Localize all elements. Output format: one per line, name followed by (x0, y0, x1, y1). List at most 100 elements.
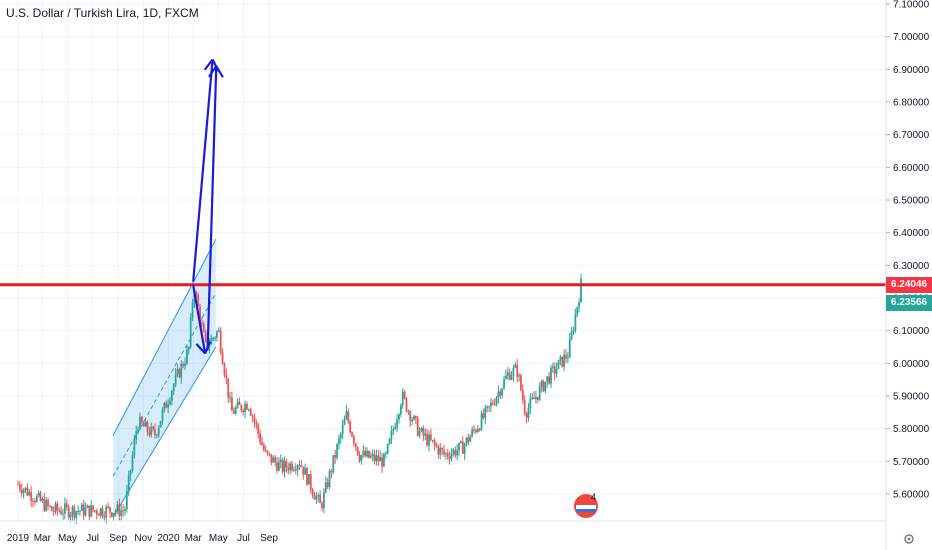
y-tick-label: 5.90000 (893, 392, 930, 403)
flag-badge-icon[interactable]: 4 (574, 492, 598, 518)
candle-body (246, 403, 248, 410)
candle-body (309, 474, 312, 490)
candle-body (319, 494, 322, 504)
candle-body (503, 378, 505, 389)
candle-body (334, 455, 337, 458)
candle-body (180, 363, 183, 378)
candle-body (499, 391, 502, 396)
candle-body (167, 404, 170, 408)
candle-body (493, 404, 496, 406)
arrow-head (208, 65, 218, 78)
candle-body (287, 467, 290, 471)
candle-body (362, 450, 365, 456)
x-tick-label: Sep (260, 533, 278, 544)
candle-body (161, 410, 164, 422)
drawings[interactable] (0, 58, 886, 355)
candle-body (109, 507, 111, 513)
candle-body (35, 496, 38, 502)
candle-body (105, 506, 108, 518)
candle-body (216, 331, 218, 338)
candle-body (94, 510, 96, 512)
candle-body (50, 506, 53, 511)
candle-body (576, 307, 579, 315)
candle-body (199, 306, 201, 324)
candle-body (414, 416, 417, 419)
settings-icon[interactable] (901, 532, 917, 546)
x-tick-label: Nov (134, 533, 152, 544)
candle-body (270, 454, 273, 463)
candle-body (548, 376, 550, 384)
candle-body (324, 482, 327, 493)
candle-body (125, 490, 128, 510)
candle-body (95, 510, 98, 515)
candle-body (332, 455, 335, 473)
candle-body (127, 474, 130, 491)
candle-body (71, 506, 74, 515)
candle-body (129, 470, 132, 475)
arrow-head (215, 65, 224, 78)
candle-body (114, 511, 117, 514)
candle-body (45, 500, 48, 511)
chart-title: U.S. Dollar / Turkish Lira, 1D, FXCM (6, 6, 199, 20)
y-tick-label: 5.70000 (893, 457, 930, 468)
candle-body (514, 364, 517, 368)
candle-body (435, 444, 438, 447)
candlesticks (17, 273, 582, 525)
price-axis[interactable]: 5.60000 5.70000 5.80000 5.90000 6.00000 6.100… (886, 0, 930, 501)
candle-body (409, 411, 412, 421)
candle-body (249, 409, 252, 416)
candle-body (306, 467, 308, 485)
candle-body (339, 434, 342, 439)
candle-body (448, 456, 451, 459)
candle-body (65, 503, 68, 507)
candle-body (407, 411, 410, 413)
candle-body (336, 444, 338, 458)
candle-body (208, 344, 211, 349)
candle-body (439, 447, 442, 455)
candle-body (103, 516, 106, 518)
candle-body (212, 337, 215, 339)
trend-arrow (206, 66, 218, 351)
candle-body (398, 414, 400, 420)
candle-body (580, 278, 582, 303)
candle-body (488, 406, 490, 408)
candle-body (317, 494, 320, 497)
candle-body (399, 405, 402, 415)
candle-body (80, 504, 83, 511)
candle-body (191, 302, 194, 318)
candle-body (244, 403, 246, 412)
trend-arrow (192, 59, 214, 282)
y-tick-label: 7.00000 (893, 32, 930, 43)
candle-body (240, 404, 243, 411)
candle-body (202, 323, 205, 332)
candle-body (557, 360, 560, 369)
candle-body (461, 441, 464, 454)
candle-body (232, 410, 235, 414)
candle-body (255, 421, 258, 425)
candle-body (456, 450, 459, 456)
candle-body (353, 436, 355, 444)
candle-body (60, 511, 63, 515)
time-axis[interactable]: 2019 Mar May Jul Sep Nov 2020 Mar May Jul Sep (7, 533, 278, 544)
candle-body (347, 411, 350, 422)
candle-body (565, 354, 567, 359)
candle-body (41, 498, 44, 501)
candle-body (490, 402, 492, 407)
regression-channel[interactable] (112, 238, 217, 518)
candle-body (542, 380, 545, 392)
candle-body (375, 455, 378, 461)
candle-body (578, 302, 581, 308)
candle-body (247, 409, 250, 411)
candle-body (383, 454, 385, 467)
candle-body (349, 421, 352, 433)
candle-body (315, 496, 318, 500)
candle-body (480, 413, 483, 430)
candle-body (368, 450, 370, 458)
candle-body (229, 397, 231, 399)
candle-body (20, 489, 23, 494)
candle-body (570, 331, 573, 340)
candle-body (471, 429, 474, 437)
candle-body (521, 390, 524, 400)
x-tick-label: Sep (109, 533, 127, 544)
